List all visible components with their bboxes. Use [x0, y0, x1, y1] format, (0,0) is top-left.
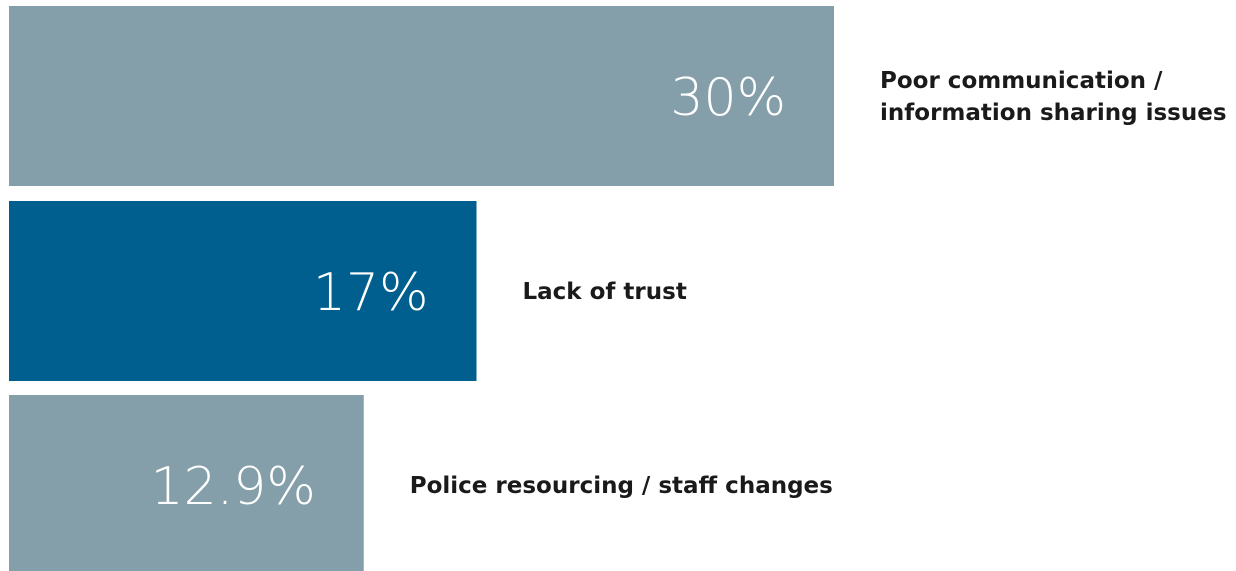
bar-3: [9, 395, 364, 571]
category-label-1: Poor communication / information sharing …: [880, 68, 1227, 126]
bar-2: [9, 201, 477, 381]
bar-value-label-1: 30%: [670, 68, 786, 128]
bar-value-label-3: 12.9%: [151, 457, 316, 517]
category-label-line: Lack of trust: [523, 279, 687, 305]
bar-1: [9, 6, 834, 186]
category-label-2: Lack of trust: [523, 279, 687, 305]
category-label-3: Police resourcing / staff changes: [410, 473, 833, 499]
category-label-line: Police resourcing / staff changes: [410, 473, 833, 499]
bar-value-label-2: 17%: [313, 263, 429, 323]
category-label-line: Poor communication /: [880, 68, 1163, 94]
category-label-line: information sharing issues: [880, 100, 1227, 126]
